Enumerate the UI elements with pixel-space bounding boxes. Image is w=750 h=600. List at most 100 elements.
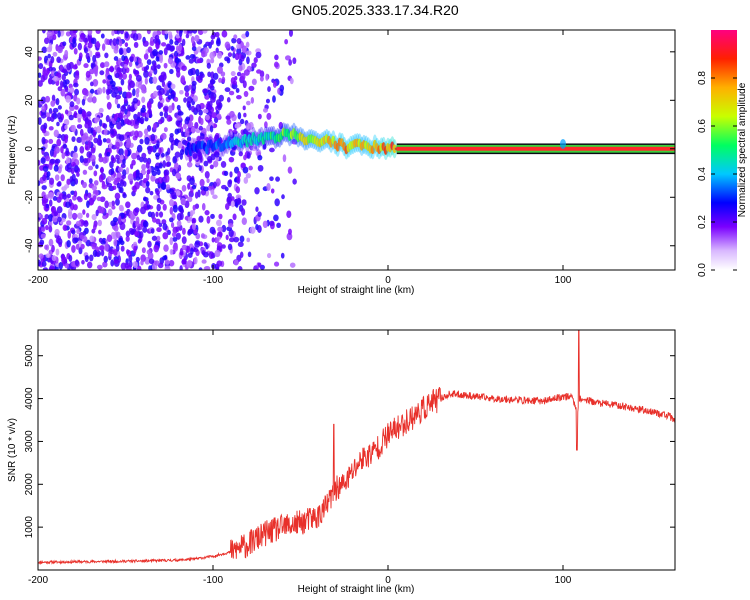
noise-speckle bbox=[141, 163, 146, 171]
noise-speckle bbox=[48, 126, 54, 131]
noise-speckle bbox=[177, 141, 183, 149]
noise-speckle bbox=[122, 193, 127, 199]
noise-speckle bbox=[45, 131, 50, 137]
noise-speckle bbox=[117, 112, 124, 119]
noise-speckle bbox=[162, 232, 169, 240]
noise-speckle bbox=[224, 87, 231, 93]
noise-speckle bbox=[38, 56, 42, 61]
noise-speckle bbox=[228, 156, 235, 163]
noise-speckle bbox=[65, 201, 71, 208]
noise-speckle bbox=[280, 252, 285, 259]
noise-speckle bbox=[274, 54, 279, 61]
noise-speckle bbox=[228, 223, 234, 228]
noise-speckle bbox=[162, 255, 168, 261]
noise-speckle bbox=[221, 244, 226, 249]
noise-speckle bbox=[132, 261, 138, 268]
noise-speckle bbox=[187, 182, 191, 190]
noise-speckle bbox=[139, 138, 144, 145]
noise-speckle bbox=[230, 70, 236, 77]
noise-speckle bbox=[149, 190, 154, 196]
noise-speckle bbox=[159, 102, 164, 108]
noise-speckle bbox=[146, 30, 151, 35]
noise-speckle bbox=[190, 247, 194, 255]
noise-speckle bbox=[56, 112, 62, 120]
noise-speckle bbox=[76, 136, 83, 144]
noise-speckle bbox=[192, 247, 199, 253]
noise-speckle bbox=[159, 111, 164, 117]
noise-speckle bbox=[195, 104, 202, 112]
noise-speckle bbox=[171, 231, 177, 238]
noise-speckle bbox=[144, 136, 150, 145]
noise-speckle bbox=[89, 235, 95, 242]
noise-speckle bbox=[282, 154, 287, 163]
noise-speckle bbox=[44, 213, 50, 220]
noise-speckle bbox=[125, 91, 132, 99]
noise-speckle bbox=[72, 213, 78, 219]
noise-speckle bbox=[40, 146, 46, 152]
noise-speckle bbox=[47, 191, 54, 200]
noise-speckle bbox=[234, 123, 241, 129]
noise-speckle bbox=[169, 45, 175, 52]
spectrogram-xlabel: Height of straight line (km) bbox=[298, 285, 415, 296]
noise-speckle bbox=[53, 30, 58, 35]
noise-speckle bbox=[125, 230, 131, 238]
noise-speckle bbox=[65, 147, 70, 156]
snr-xtick-label: -200 bbox=[28, 575, 48, 586]
noise-speckle bbox=[214, 151, 220, 158]
noise-speckle bbox=[199, 117, 204, 126]
noise-speckle bbox=[281, 194, 285, 200]
noise-speckle bbox=[99, 119, 103, 127]
noise-speckle bbox=[150, 133, 156, 142]
noise-speckle bbox=[156, 140, 160, 149]
noise-speckle bbox=[98, 174, 104, 183]
noise-speckle bbox=[162, 160, 166, 169]
noise-speckle bbox=[125, 249, 130, 255]
noise-speckle bbox=[66, 178, 71, 186]
chart-title: GN05.2025.333.17.34.R20 bbox=[291, 2, 459, 18]
noise-speckle bbox=[135, 256, 140, 262]
noise-speckle bbox=[94, 117, 99, 124]
noise-speckle bbox=[130, 228, 135, 235]
noise-speckle bbox=[73, 47, 78, 55]
noise-speckle bbox=[187, 216, 193, 222]
noise-speckle bbox=[278, 121, 284, 130]
noise-speckle bbox=[92, 79, 99, 87]
noise-speckle bbox=[270, 188, 275, 194]
noise-speckle bbox=[137, 238, 142, 244]
noise-speckle bbox=[113, 239, 118, 247]
noise-speckle bbox=[183, 30, 187, 34]
noise-speckle bbox=[115, 231, 121, 239]
noise-speckle bbox=[236, 43, 241, 50]
noise-speckle bbox=[41, 105, 46, 113]
snr-xlabel: Height of straight line (km) bbox=[298, 584, 415, 595]
noise-speckle bbox=[93, 170, 98, 177]
noise-speckle bbox=[152, 217, 157, 223]
noise-speckle bbox=[158, 119, 163, 125]
noise-speckle bbox=[41, 217, 48, 225]
noise-speckle bbox=[42, 267, 49, 270]
noise-speckle bbox=[58, 262, 64, 270]
noise-speckle bbox=[66, 193, 71, 199]
noise-speckle bbox=[156, 85, 162, 91]
noise-speckle bbox=[240, 72, 246, 81]
noise-speckle bbox=[91, 96, 97, 104]
noise-speckle bbox=[133, 41, 139, 49]
noise-speckle bbox=[55, 248, 60, 256]
noise-speckle bbox=[121, 48, 128, 56]
noise-speckle bbox=[67, 230, 72, 239]
noise-speckle bbox=[92, 54, 97, 63]
noise-speckle bbox=[116, 67, 121, 74]
noise-speckle bbox=[115, 198, 120, 206]
noise-speckle bbox=[174, 57, 180, 64]
noise-speckle bbox=[146, 169, 151, 175]
noise-speckle bbox=[257, 113, 262, 120]
noise-speckle bbox=[218, 77, 223, 83]
noise-speckle bbox=[121, 174, 126, 180]
noise-speckle bbox=[152, 76, 158, 84]
noise-speckle bbox=[85, 52, 90, 60]
noise-speckle bbox=[236, 37, 242, 45]
noise-speckle bbox=[81, 259, 85, 265]
noise-speckle bbox=[181, 65, 187, 72]
noise-speckle bbox=[209, 78, 215, 85]
noise-speckle bbox=[143, 128, 149, 135]
